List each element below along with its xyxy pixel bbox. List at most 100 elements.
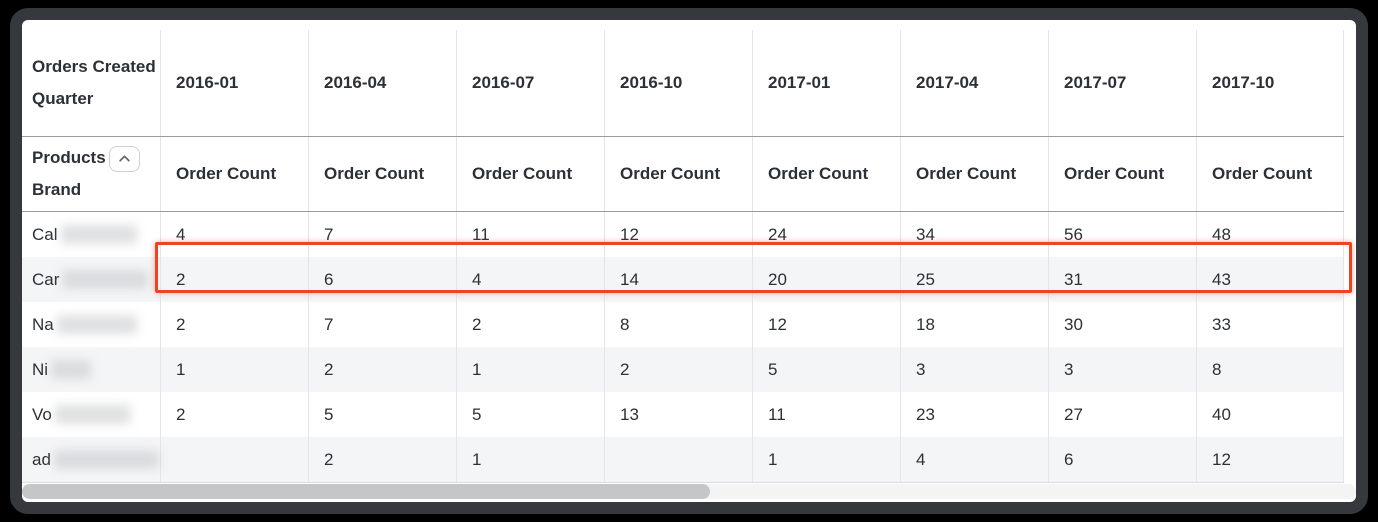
quarter-header: 2016-10 <box>604 30 752 136</box>
order-count-cell: 12 <box>752 302 900 347</box>
quarter-header: 2017-04 <box>900 30 1048 136</box>
brand-label-prefix: Ni <box>32 359 49 379</box>
brand-label-prefix: Cal <box>32 224 58 244</box>
redacted-brand-text <box>51 360 92 379</box>
metric-header: Order Count <box>604 137 752 211</box>
brand-label-cell: Cal <box>22 212 160 257</box>
order-count-cell: 43 <box>1196 257 1344 302</box>
order-count-cell: 1 <box>160 347 308 392</box>
order-count-cell: 5 <box>752 347 900 392</box>
order-count-cell: 5 <box>308 392 456 437</box>
redacted-brand-text <box>56 315 137 334</box>
brand-label-cell: ad <box>22 437 160 482</box>
redacted-brand-text <box>62 270 149 289</box>
order-count-cell: 6 <box>1048 437 1196 482</box>
redacted-brand-text <box>54 405 130 424</box>
horizontal-scrollbar-thumb[interactable] <box>22 484 710 499</box>
order-count-cell: 11 <box>752 392 900 437</box>
order-count-cell: 3 <box>1048 347 1196 392</box>
table-row: Ni 1 2 1 2 5 3 3 8 <box>22 347 1344 392</box>
chevron-up-icon <box>119 155 130 162</box>
brand-label-cell: Car <box>22 257 160 302</box>
redacted-brand-text <box>60 225 137 244</box>
table-row: Vo 2 5 5 13 11 23 27 40 <box>22 392 1344 437</box>
order-count-cell: 4 <box>160 212 308 257</box>
brand-label-prefix: Car <box>32 269 60 289</box>
order-count-cell: 56 <box>1048 212 1196 257</box>
pivot-table: Orders Created Quarter 2016-01 2016-04 2016… <box>22 20 1356 502</box>
metric-header: Order Count <box>456 137 604 211</box>
order-count-cell: 14 <box>604 257 752 302</box>
order-count-cell: 25 <box>900 257 1048 302</box>
brand-label-cell: Ni <box>22 347 160 392</box>
table-row: Na 2 7 2 8 12 18 30 33 <box>22 302 1344 347</box>
metric-header: Order Count <box>308 137 456 211</box>
redacted-brand-text <box>53 450 159 469</box>
order-count-cell: 18 <box>900 302 1048 347</box>
order-count-cell: 40 <box>1196 392 1344 437</box>
order-count-cell: 34 <box>900 212 1048 257</box>
metric-header: Order Count <box>1196 137 1344 211</box>
table-row: Car 2 6 4 14 20 25 31 43 <box>22 257 1344 302</box>
table-window: Orders Created Quarter 2016-01 2016-04 2016… <box>10 8 1368 514</box>
quarter-header: 2016-07 <box>456 30 604 136</box>
order-count-cell: 2 <box>604 347 752 392</box>
row-dimension-header: Products Brand <box>22 137 160 211</box>
order-count-cell: 2 <box>456 302 604 347</box>
quarter-header: 2017-10 <box>1196 30 1344 136</box>
order-count-cell: 27 <box>1048 392 1196 437</box>
order-count-cell: 2 <box>160 302 308 347</box>
collapse-button[interactable] <box>108 145 140 172</box>
quarter-header: 2017-01 <box>752 30 900 136</box>
quarter-header: 2016-04 <box>308 30 456 136</box>
brand-label-prefix: Vo <box>32 404 52 424</box>
brand-label-prefix: ad <box>32 449 51 469</box>
metric-header: Order Count <box>160 137 308 211</box>
order-count-cell: 48 <box>1196 212 1344 257</box>
order-count-cell: 8 <box>1196 347 1344 392</box>
order-count-cell: 12 <box>1196 437 1344 482</box>
header-row-quarters: Orders Created Quarter 2016-01 2016-04 2016… <box>22 30 1344 137</box>
metric-header: Order Count <box>900 137 1048 211</box>
order-count-cell: 12 <box>604 212 752 257</box>
quarter-header: 2017-07 <box>1048 30 1196 136</box>
quarter-header: 2016-01 <box>160 30 308 136</box>
order-count-cell: 7 <box>308 302 456 347</box>
order-count-cell: 4 <box>900 437 1048 482</box>
order-count-cell: 2 <box>160 392 308 437</box>
row-dimension-label-line1: Products <box>32 148 106 167</box>
order-count-cell: 20 <box>752 257 900 302</box>
order-count-cell: 1 <box>752 437 900 482</box>
order-count-cell: 8 <box>604 302 752 347</box>
horizontal-scrollbar[interactable] <box>22 484 1356 499</box>
order-count-cell: 1 <box>456 437 604 482</box>
order-count-cell: 2 <box>308 437 456 482</box>
order-count-cell: 4 <box>456 257 604 302</box>
table-row: ad 2 1 1 4 6 12 <box>22 437 1344 483</box>
table-row: Cal 4 7 11 12 24 34 56 48 <box>22 212 1344 257</box>
brand-label-cell: Na <box>22 302 160 347</box>
order-count-cell: 23 <box>900 392 1048 437</box>
order-count-cell: 30 <box>1048 302 1196 347</box>
order-count-cell <box>604 437 752 482</box>
order-count-cell: 33 <box>1196 302 1344 347</box>
header-row-metrics: Products Brand Order Count Order Count Order… <box>22 137 1344 212</box>
order-count-cell: 3 <box>900 347 1048 392</box>
metric-header: Order Count <box>1048 137 1196 211</box>
order-count-cell: 7 <box>308 212 456 257</box>
order-count-cell: 24 <box>752 212 900 257</box>
corner-header: Orders Created Quarter <box>32 57 156 108</box>
order-count-cell: 13 <box>604 392 752 437</box>
row-dimension-label-line2: Brand <box>32 180 82 199</box>
brand-label-prefix: Na <box>32 314 54 334</box>
pivot-table-grid: Orders Created Quarter 2016-01 2016-04 2016… <box>22 30 1344 483</box>
brand-label-cell: Vo <box>22 392 160 437</box>
order-count-cell: 31 <box>1048 257 1196 302</box>
order-count-cell: 11 <box>456 212 604 257</box>
order-count-cell: 2 <box>160 257 308 302</box>
order-count-cell: 5 <box>456 392 604 437</box>
order-count-cell: 2 <box>308 347 456 392</box>
metric-header: Order Count <box>752 137 900 211</box>
order-count-cell: 6 <box>308 257 456 302</box>
order-count-cell: 1 <box>456 347 604 392</box>
